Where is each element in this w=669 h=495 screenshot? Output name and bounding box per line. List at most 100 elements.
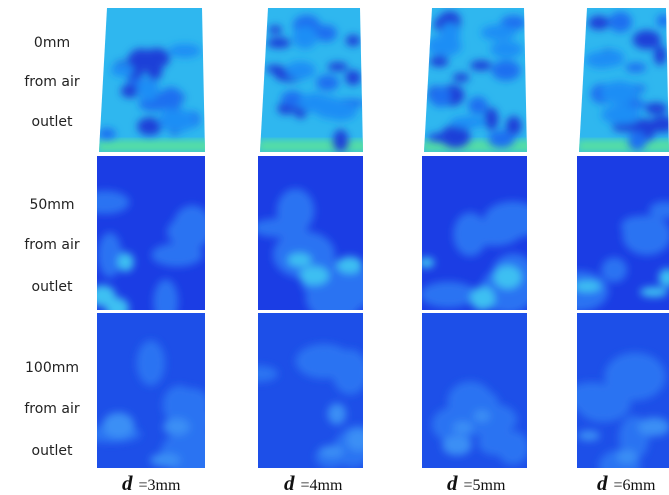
edge [422,140,537,152]
field [81,313,224,476]
blob [430,56,449,67]
blob [578,431,600,441]
blob [81,191,130,214]
blob [574,281,601,292]
contour-image [97,8,215,152]
blob [427,35,462,56]
blob [345,70,361,85]
blob [633,30,661,49]
value: =4mm [301,477,343,494]
blob [491,60,520,81]
blob [98,128,116,139]
field [548,156,669,311]
field [577,8,669,152]
blob [163,418,190,435]
field [238,313,373,468]
blob [288,253,312,267]
blob [158,109,196,132]
blob [430,86,451,107]
column-label: d=6mm [597,471,656,495]
blob [494,266,522,289]
value: =5mm [464,477,506,494]
blob [419,257,435,267]
contour-image [81,313,224,476]
row-label: from air [24,74,79,90]
blob [470,287,495,311]
column-label: d =4mm [284,471,343,495]
blob [150,453,180,466]
blob [474,410,490,422]
blob [252,218,308,237]
blob [453,422,473,434]
blob [481,25,516,41]
figure: 0mmfrom airoutlet50mmfrom airoutlet100mm… [0,0,669,495]
value: =3mm [139,477,181,494]
row-label: outlet [32,443,73,459]
blob [588,16,610,30]
blob [601,257,627,282]
contour-image [422,8,537,152]
value: =6mm [614,477,656,494]
row-label: outlet [32,114,73,130]
blob [625,63,646,73]
blob [266,65,284,73]
blob [468,97,488,115]
blob [566,382,618,411]
blob [238,365,278,382]
contour-image [566,313,669,483]
field [258,8,373,152]
field [566,313,669,483]
contour-image [577,8,669,152]
blob [173,205,212,250]
contour-image [419,156,542,313]
edge [258,140,373,152]
blob [640,287,668,297]
blob [616,450,637,463]
contour-image [238,313,373,468]
blob [488,130,514,148]
blob [622,360,653,382]
blob [654,45,667,65]
blob [548,271,608,312]
blob [320,446,344,458]
row-label: 0mm [34,35,70,51]
blob [137,78,160,101]
blob [328,403,347,424]
row-label: from air [24,237,79,253]
blob [267,38,291,49]
blob [420,282,477,308]
edge [97,140,215,152]
blob [600,81,638,104]
blob [645,103,668,115]
blob [118,253,134,272]
contour-image [81,156,212,324]
field [81,156,212,324]
blob [103,412,135,438]
field [419,156,542,313]
row-label: outlet [32,279,73,295]
field [252,156,379,321]
blob [453,73,470,82]
blob [137,117,162,135]
blob [450,116,486,128]
symbol: d [447,471,458,495]
field [97,8,215,152]
blob [337,257,363,274]
blob [484,108,498,131]
blob [609,12,632,32]
column-label: d=3mm [122,471,181,495]
column-label: d =5mm [447,471,506,495]
blob [168,44,201,58]
blob [470,61,492,71]
symbol: d [284,471,295,495]
row-label: from air [24,401,79,417]
blob [601,105,641,125]
contour-image [258,8,373,152]
field [422,8,537,152]
edge [577,140,669,152]
blob [268,26,282,34]
contour-grid [81,8,669,483]
blob [300,266,329,285]
blob [90,285,116,306]
blob [98,232,122,277]
